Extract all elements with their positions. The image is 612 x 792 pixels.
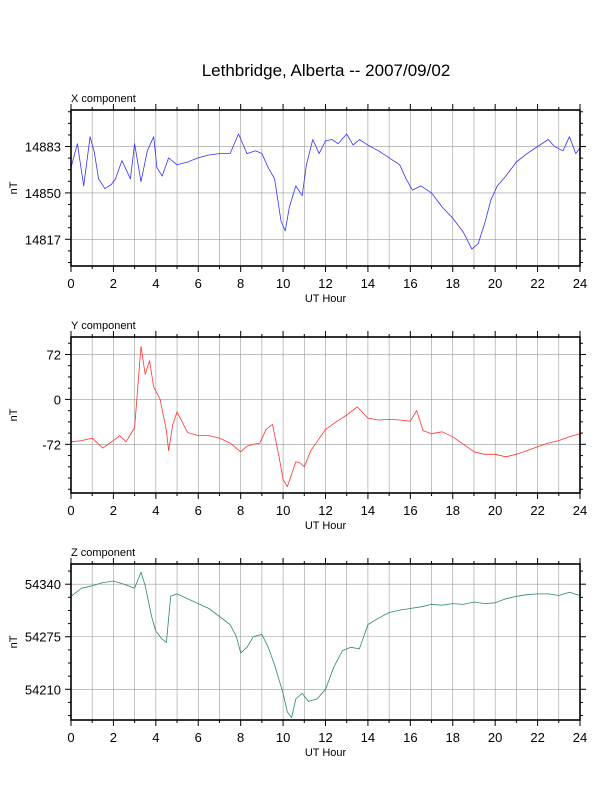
x-xtick-label: 8 xyxy=(237,276,244,291)
x-xtick-label: 14 xyxy=(361,276,375,291)
y-xtick-label: 18 xyxy=(446,503,460,518)
y-yaxis-label: nT xyxy=(8,408,20,421)
x-xtick-label: 12 xyxy=(318,276,332,291)
y-xtick-label: 16 xyxy=(403,503,417,518)
x-ytick-label: 14850 xyxy=(25,186,61,201)
x-xtick-label: 18 xyxy=(446,276,460,291)
z-ytick-label: 54340 xyxy=(25,577,61,592)
x-xtick-label: 4 xyxy=(152,276,159,291)
z-xtick-label: 10 xyxy=(276,730,290,745)
z-xtick-label: 12 xyxy=(318,730,332,745)
z-xtick-label: 20 xyxy=(488,730,502,745)
y-xtick-label: 6 xyxy=(195,503,202,518)
z-xtick-label: 24 xyxy=(573,730,587,745)
y-xtick-label: 2 xyxy=(110,503,117,518)
y-ytick-label: 0 xyxy=(54,392,61,407)
z-xtick-label: 0 xyxy=(67,730,74,745)
y-xtick-label: 22 xyxy=(530,503,544,518)
y-xtick-label: 12 xyxy=(318,503,332,518)
x-yaxis-label: nT xyxy=(8,181,20,194)
z-xtick-label: 2 xyxy=(110,730,117,745)
x-xaxis-label: UT Hour xyxy=(305,293,347,305)
y-ytick-label: -72 xyxy=(42,437,61,452)
z-panel-title: Z component xyxy=(71,547,135,559)
y-xtick-label: 8 xyxy=(237,503,244,518)
z-xtick-label: 6 xyxy=(195,730,202,745)
x-series-line xyxy=(70,133,581,250)
z-xtick-label: 4 xyxy=(152,730,159,745)
figure-title: Lethbridge, Alberta -- 2007/09/02 xyxy=(202,61,451,80)
z-xaxis-label: UT Hour xyxy=(305,747,347,759)
y-xtick-label: 20 xyxy=(488,503,502,518)
z-ytick-label: 54275 xyxy=(25,630,61,645)
z-ytick-label: 54210 xyxy=(25,682,61,697)
x-xtick-label: 20 xyxy=(488,276,502,291)
y-panel-title: Y component xyxy=(71,320,136,332)
y-series-line xyxy=(70,345,581,488)
x-xtick-label: 16 xyxy=(403,276,417,291)
x-xtick-label: 24 xyxy=(573,276,587,291)
y-xtick-label: 0 xyxy=(67,503,74,518)
y-xtick-label: 4 xyxy=(152,503,159,518)
x-panel-title: X component xyxy=(71,93,136,105)
x-xtick-label: 2 xyxy=(110,276,117,291)
y-xtick-label: 14 xyxy=(361,503,375,518)
x-xtick-label: 6 xyxy=(195,276,202,291)
y-xtick-label: 24 xyxy=(573,503,587,518)
z-xtick-label: 14 xyxy=(361,730,375,745)
y-ytick-label: 72 xyxy=(47,347,61,362)
z-xtick-label: 18 xyxy=(446,730,460,745)
y-xtick-label: 10 xyxy=(276,503,290,518)
x-ytick-label: 14883 xyxy=(25,140,61,155)
y-xaxis-label: UT Hour xyxy=(305,520,347,532)
z-xtick-label: 16 xyxy=(403,730,417,745)
x-xtick-label: 22 xyxy=(530,276,544,291)
z-series-line xyxy=(70,571,581,718)
z-xtick-label: 8 xyxy=(237,730,244,745)
x-xtick-label: 0 xyxy=(67,276,74,291)
z-xtick-label: 22 xyxy=(530,730,544,745)
x-xtick-label: 10 xyxy=(276,276,290,291)
x-ytick-label: 14817 xyxy=(25,232,61,247)
z-yaxis-label: nT xyxy=(8,635,20,648)
